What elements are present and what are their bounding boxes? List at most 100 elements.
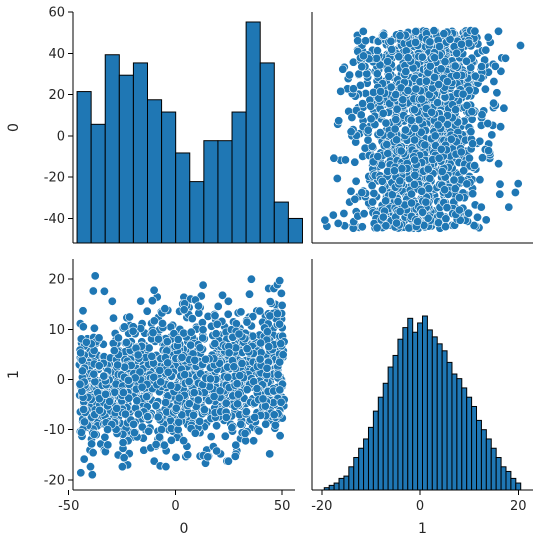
scatter-1-0-point <box>493 26 503 36</box>
scatter-1-0-point <box>369 188 379 198</box>
scatter-0-1-point <box>99 371 109 381</box>
scatter-1-0-point <box>449 175 459 185</box>
scatter-0-1-point <box>144 343 154 353</box>
scatter-0-1-point <box>76 468 86 478</box>
scatter-1-0-point <box>417 186 427 196</box>
scatter-0-1-point <box>272 309 282 319</box>
histogram-1-bar <box>505 470 512 491</box>
histogram-1-bar <box>515 482 522 491</box>
scatter-0-1-point <box>79 454 89 464</box>
scatter-0-1-point <box>155 365 165 375</box>
scatter-0-1-point <box>193 395 203 405</box>
scatter-1-0-point <box>420 140 430 150</box>
scatter-1-0-point <box>357 222 367 232</box>
scatter-1-0-point <box>446 134 456 144</box>
scatter-0-1-point <box>240 428 250 438</box>
scatter-0-1-point <box>187 314 197 324</box>
histogram-1-bar <box>431 336 438 491</box>
scatter-1-0-point <box>379 30 389 40</box>
scatter-1-0-point <box>386 36 396 46</box>
scatter-0-1-point <box>233 399 243 409</box>
histogram-0-bar <box>217 140 233 244</box>
scatter-0-1-point <box>276 339 286 349</box>
scatter-0-1-point <box>81 337 91 347</box>
histogram-0-bar <box>189 181 205 244</box>
scatter-1-0-point <box>496 122 506 132</box>
scatter-1-0-point <box>410 123 420 133</box>
scatter-0-1-point <box>205 374 215 384</box>
scatter-1-0-point <box>372 223 382 233</box>
col-0-xlabel: 0 <box>180 521 189 537</box>
scatter-1-0-point <box>414 115 424 125</box>
scatter-1-0-point <box>499 103 509 113</box>
scatter-1-0-point <box>425 37 435 47</box>
scatter-1-0-point <box>382 140 392 150</box>
histogram-1-bar <box>328 484 335 491</box>
scatter-1-0-point <box>468 139 478 149</box>
scatter-0-1-point <box>220 431 230 441</box>
scatter-1-0-point <box>492 88 502 98</box>
histogram-1-bar <box>402 327 409 491</box>
scatter-1-0-point <box>461 56 471 66</box>
histogram-1-bar <box>367 426 374 491</box>
histogram-1-bar <box>412 331 419 491</box>
histogram-1-bar <box>480 429 487 491</box>
scatter-0-1-point <box>179 436 189 446</box>
scatter-0-1-point <box>190 355 200 365</box>
scatter-1-0-point <box>454 193 464 203</box>
scatter-0-1-point <box>135 367 145 377</box>
scatter-1-0-point <box>423 213 433 223</box>
scatter-1-0-point <box>495 189 505 199</box>
scatter-1-0-point <box>334 116 344 126</box>
scatter-1-0-point <box>417 94 427 104</box>
scatter-1-0-point <box>434 153 444 163</box>
scatter-0-1-point <box>124 393 134 403</box>
histogram-1-bar <box>476 419 482 491</box>
scatter-0-1-point <box>151 439 161 449</box>
scatter-0-1-point <box>275 319 285 329</box>
histogram-1-bar <box>456 378 463 491</box>
scatter-0-1-point <box>117 462 127 472</box>
histogram-0-bar <box>118 74 134 244</box>
scatter-0-1-point <box>212 446 222 456</box>
scatter-1-0-point <box>413 217 423 227</box>
histogram-1-bar <box>338 477 345 491</box>
scatter-0-1-point <box>173 425 183 435</box>
scatter-0-1-point <box>103 424 113 434</box>
scatter-1-0-point <box>421 197 431 207</box>
scatter-1-0-point <box>336 86 346 96</box>
hist-0-ytick-label: -20 <box>44 171 65 186</box>
hist-1-xtick-label: 0 <box>416 499 424 514</box>
scatter-0-1-point <box>264 342 274 352</box>
scatter-1-0-point <box>373 152 383 162</box>
scatter-0-1-point <box>77 355 87 365</box>
histogram-1-bar <box>485 438 492 491</box>
scatter-1-0-point <box>470 71 480 81</box>
scatter-0-1-point <box>227 423 237 433</box>
histogram-0-bar <box>203 140 219 244</box>
scatter-0-1-point <box>118 388 128 398</box>
histogram-0-bar <box>76 91 92 244</box>
scatter-0-1-point <box>276 288 286 298</box>
scatter-1-0-point <box>410 135 420 145</box>
histogram-0-bar <box>273 201 289 244</box>
scatter-0-1-point <box>171 403 181 413</box>
scatter-0-1-point <box>277 300 287 310</box>
scatter-1-0-point <box>351 176 361 186</box>
scatter-1-0-point <box>328 210 338 220</box>
scatter-0-1-ytick-label: -20 <box>44 473 65 488</box>
scatter-1-0-point <box>418 207 428 217</box>
scatter-0-1-point <box>78 306 88 316</box>
scatter-0-1-point <box>245 289 255 299</box>
hist-0-ytick-label: 60 <box>48 6 65 21</box>
scatter-0-1-point <box>242 385 252 395</box>
scatter-0-1-point <box>94 394 104 404</box>
scatter-0-1-point <box>180 370 190 380</box>
scatter-1-0-point <box>450 184 460 194</box>
scatter-0-1-point <box>80 417 90 427</box>
scatter-0-1-point <box>155 432 165 442</box>
scatter-0-1-point <box>265 449 275 459</box>
scatter-1-0-point <box>350 194 360 204</box>
scatter-1-0-point <box>406 115 416 125</box>
scatter-1-0-point <box>362 69 372 79</box>
